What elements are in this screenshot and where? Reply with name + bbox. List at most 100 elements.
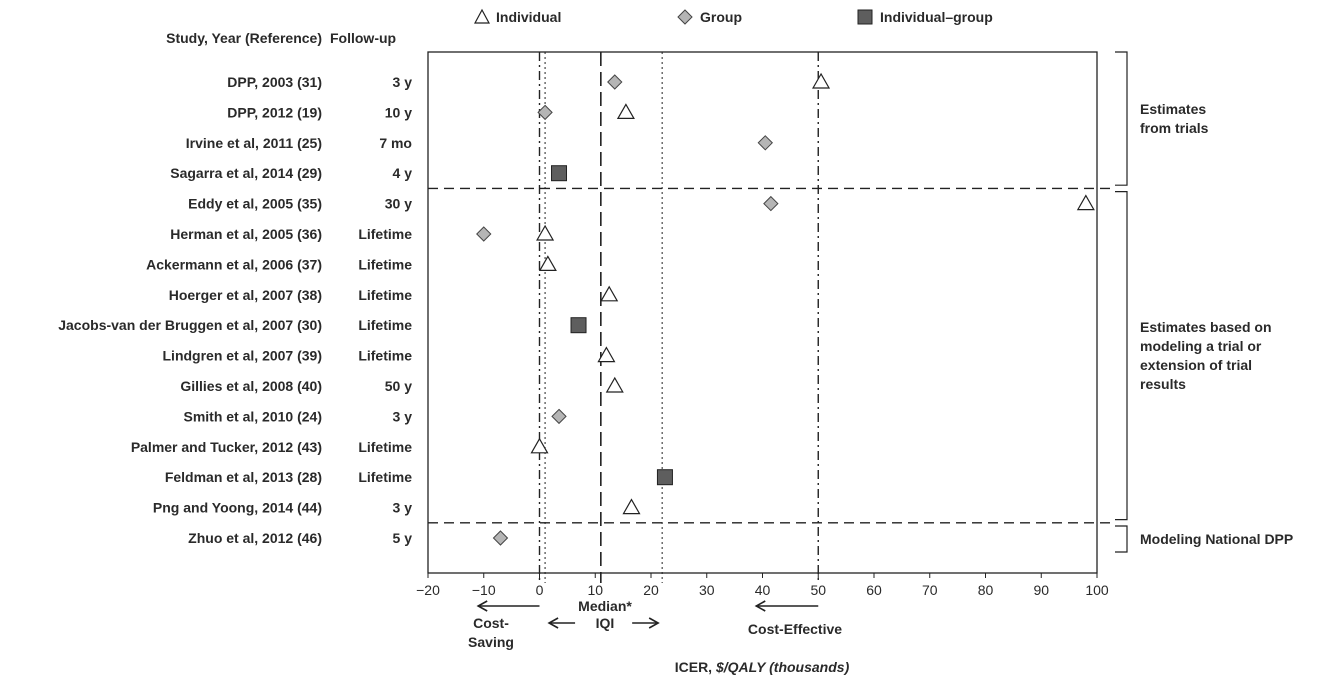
study-label: Palmer and Tucker, 2012 (43) <box>131 439 322 455</box>
study-label: Irvine et al, 2011 (25) <box>186 135 322 151</box>
group-bracket <box>1115 191 1128 521</box>
x-tick-label: −10 <box>472 582 496 598</box>
individual-group-square-point <box>551 165 568 182</box>
cost-saving-label-line2: Saving <box>468 634 514 650</box>
group-label-line: Estimates <box>1140 101 1206 117</box>
study-label: Gillies et al, 2008 (40) <box>180 378 322 394</box>
study-label: Ackermann et al, 2006 (37) <box>146 256 322 272</box>
x-axis-label-units: $/QALY (thousands) <box>715 659 850 675</box>
group-diamond-point <box>492 530 509 546</box>
legend-label-group: Group <box>700 9 742 25</box>
followup-label: 4 y <box>393 165 413 181</box>
followup-label: Lifetime <box>358 317 412 333</box>
study-label: Smith et al, 2010 (24) <box>183 408 322 424</box>
legend-item-individual-group: Individual–group <box>857 9 993 25</box>
followup-label: Lifetime <box>358 226 412 242</box>
x-tick-label: 100 <box>1085 582 1109 598</box>
x-tick-label: 20 <box>643 582 659 598</box>
followup-label: Lifetime <box>358 348 412 364</box>
followup-label: 10 y <box>385 104 412 120</box>
group-label-line: from trials <box>1140 120 1209 136</box>
study-column-header: Study, Year (Reference) <box>166 30 322 46</box>
study-label: Sagarra et al, 2014 (29) <box>170 165 322 181</box>
followup-label: 50 y <box>385 378 412 394</box>
study-label: Feldman et al, 2013 (28) <box>165 469 322 485</box>
x-tick-label: 70 <box>922 582 938 598</box>
individual-triangle-point <box>600 285 619 302</box>
median-label: Median* <box>578 598 632 614</box>
cost-saving-label-line1: Cost- <box>473 615 509 631</box>
individual-triangle-point <box>538 255 557 271</box>
group-bracket <box>1115 525 1128 553</box>
x-tick-label: 30 <box>699 582 715 598</box>
followup-label: 3 y <box>393 500 413 516</box>
legend-square-marker <box>857 9 873 25</box>
individual-triangle-point <box>1076 194 1095 211</box>
iqi-left-arrow-head <box>547 617 559 629</box>
plot-frame <box>427 51 1098 574</box>
x-axis-label: ICER, $/QALY (thousands) <box>675 659 850 675</box>
individual-triangle-point <box>536 224 555 241</box>
iqi-right-arrow-head <box>648 617 660 629</box>
legend-triangle-marker <box>473 8 491 24</box>
legend-diamond-marker <box>677 9 693 25</box>
axis-annotations: Cost- Saving Median* IQI Cost-Effective <box>468 598 842 650</box>
study-label: DPP, 2012 (19) <box>227 104 322 120</box>
group-diamond-point <box>551 408 567 425</box>
group-label-line: modeling a trial or <box>1140 338 1262 354</box>
followup-label: 5 y <box>393 530 413 546</box>
study-label: Eddy et al, 2005 (35) <box>188 196 322 212</box>
study-label: Herman et al, 2005 (36) <box>170 226 322 242</box>
followup-label: 3 y <box>393 408 413 424</box>
study-label: Lindgren et al, 2007 (39) <box>163 348 323 364</box>
followup-label: 3 y <box>393 74 413 90</box>
x-axis: −20 −10 0 10 20 30 40 50 60 70 80 90 100 <box>416 573 1109 629</box>
legend-item-individual: Individual <box>473 8 561 25</box>
followup-label: 7 mo <box>379 135 412 151</box>
group-label-line: Modeling National DPP <box>1140 531 1293 547</box>
study-label: Zhuo et al, 2012 (46) <box>188 530 322 546</box>
cost-effective-label: Cost-Effective <box>748 621 842 637</box>
x-tick-label: 40 <box>755 582 771 598</box>
cost-effective-arrow-head <box>754 600 766 612</box>
reference-lines <box>428 52 1115 583</box>
x-tick-label: 60 <box>866 582 882 598</box>
group-diamond-point <box>763 195 779 212</box>
legend: Individual Group Individual–group <box>473 8 993 25</box>
followup-label: Lifetime <box>358 439 412 455</box>
individual-triangle-point <box>812 72 831 89</box>
study-label: Jacobs-van der Bruggen et al, 2007 (30) <box>58 317 322 333</box>
group-brackets: Estimates from trials Estimates based on mo… <box>1115 51 1293 553</box>
followup-label: 30 y <box>385 196 412 212</box>
individual-triangle-point <box>530 437 549 454</box>
individual-triangle-point <box>597 346 616 363</box>
group-label-line: extension of trial <box>1140 357 1252 373</box>
x-tick-label: 50 <box>810 582 826 598</box>
data-points <box>476 72 1095 546</box>
followup-label: Lifetime <box>358 287 412 303</box>
followup-column-header: Follow-up <box>330 30 396 46</box>
group-diamond-point <box>607 74 623 90</box>
iqi-label: IQI <box>596 615 615 631</box>
individual-triangle-point <box>605 376 624 393</box>
x-axis-label-main: ICER, <box>675 659 716 675</box>
group-label-line: results <box>1140 376 1186 392</box>
cost-saving-arrow-head <box>476 600 488 612</box>
study-label: Hoerger et al, 2007 (38) <box>169 287 322 303</box>
legend-label-individual-group: Individual–group <box>880 9 993 25</box>
x-tick-label: 10 <box>587 582 603 598</box>
individual-group-square-point <box>656 469 673 486</box>
group-diamond-point <box>757 135 773 151</box>
x-tick-label: 90 <box>1033 582 1049 598</box>
legend-item-group: Group <box>677 9 742 25</box>
group-label-line: Estimates based on <box>1140 319 1272 335</box>
group-bracket <box>1115 51 1128 186</box>
x-tick-label: 80 <box>978 582 994 598</box>
study-label: Png and Yoong, 2014 (44) <box>153 500 322 516</box>
legend-label-individual: Individual <box>496 9 561 25</box>
x-tick-label: −20 <box>416 582 440 598</box>
x-tick-label: 0 <box>536 582 544 598</box>
followup-label: Lifetime <box>358 469 412 485</box>
individual-triangle-point <box>616 103 635 120</box>
